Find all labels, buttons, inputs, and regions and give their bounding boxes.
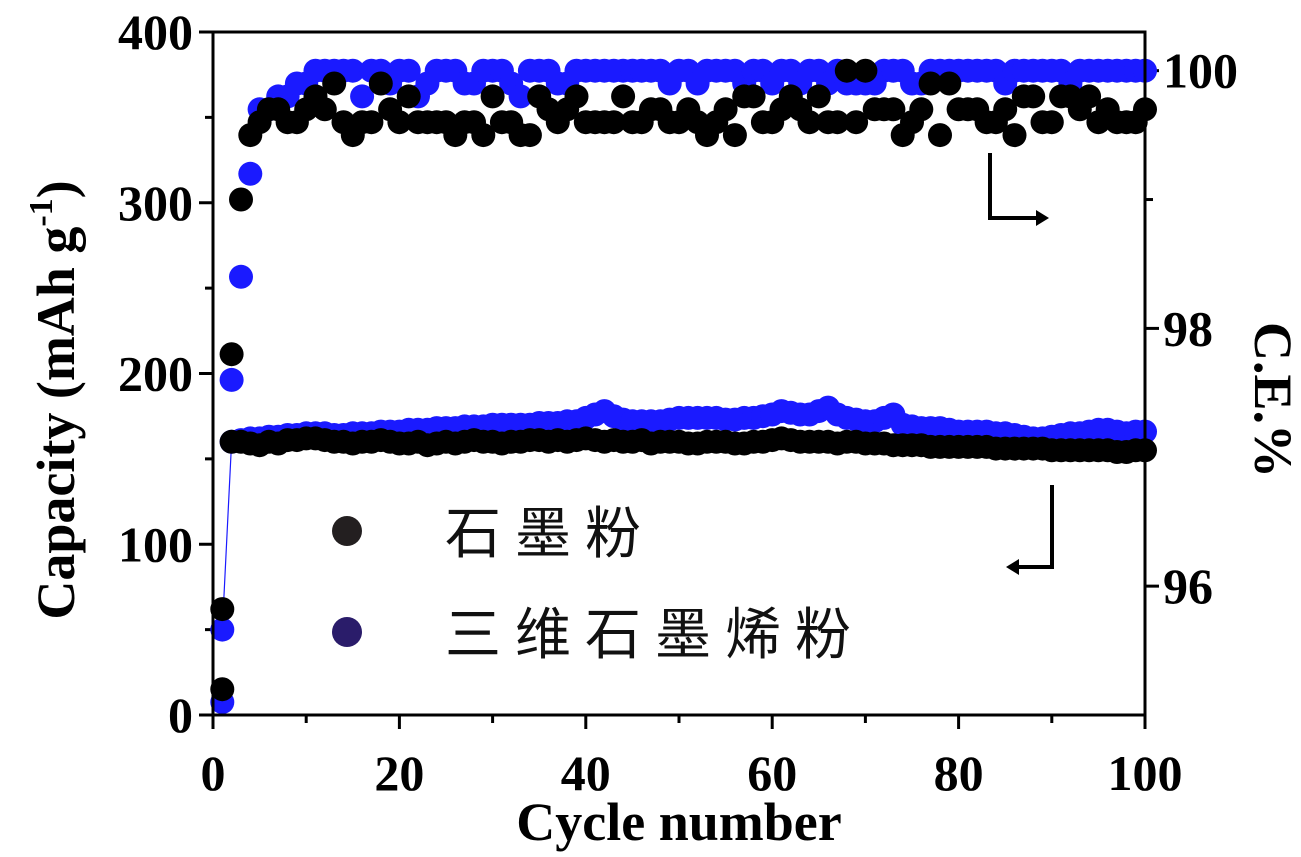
y-axis-title-main: Capacity (mAh g bbox=[26, 227, 86, 620]
tick-labels: 0 20 40 60 80 100 0 100 200 300 400 96 98 100 bbox=[118, 4, 1238, 801]
left-axis-arrow-icon bbox=[1012, 485, 1054, 569]
data-point-s0 bbox=[210, 597, 235, 622]
data-point-s2 bbox=[881, 97, 906, 122]
data-point-s2 bbox=[480, 84, 505, 109]
right-axis-arrowhead-icon bbox=[1036, 210, 1049, 226]
data-point-s2 bbox=[1002, 123, 1027, 148]
data-point-s2 bbox=[210, 677, 235, 702]
data-point-s2 bbox=[918, 71, 943, 96]
data-points bbox=[210, 58, 1157, 715]
data-point-s2 bbox=[611, 84, 636, 109]
data-point-s2 bbox=[359, 110, 384, 135]
data-point-s2 bbox=[517, 123, 542, 148]
right-axis-arrow-icon bbox=[988, 153, 1045, 220]
data-point-s2 bbox=[806, 84, 831, 109]
x-tick-label: 0 bbox=[201, 745, 226, 801]
data-point-s2 bbox=[722, 123, 747, 148]
legend-marker-1 bbox=[332, 617, 362, 647]
data-point-s2 bbox=[368, 71, 393, 96]
y-tick-label: 100 bbox=[118, 516, 193, 572]
y-axis-title-sup: -1 bbox=[23, 198, 60, 226]
legend-label-0: 石墨粉 bbox=[445, 502, 655, 567]
data-point-s2 bbox=[825, 110, 850, 135]
legend: 石墨粉 三维石墨烯粉 bbox=[332, 502, 865, 668]
y2-tick-label: 98 bbox=[1163, 300, 1213, 356]
data-point-s3 bbox=[219, 367, 244, 392]
left-axis-arrowhead-icon bbox=[1006, 559, 1019, 575]
y2-tick-label: 100 bbox=[1163, 43, 1238, 99]
data-point-s3 bbox=[396, 58, 421, 83]
data-point-s3 bbox=[508, 84, 533, 109]
data-point-s2 bbox=[229, 187, 253, 212]
y-tick-label: 300 bbox=[118, 175, 193, 231]
data-point-s2 bbox=[322, 71, 347, 96]
plot-frame bbox=[211, 30, 1147, 717]
data-point-s2 bbox=[219, 342, 244, 367]
x-tick-label: 80 bbox=[934, 745, 984, 801]
data-point-s2 bbox=[1039, 110, 1064, 135]
data-point-s3 bbox=[229, 264, 253, 289]
data-point-s2 bbox=[312, 97, 337, 122]
data-point-s2 bbox=[1021, 84, 1046, 109]
y-tick-label: 0 bbox=[168, 687, 193, 743]
data-point-s3 bbox=[350, 84, 375, 109]
data-point-s2 bbox=[741, 84, 766, 109]
data-point-s1 bbox=[210, 617, 235, 642]
y-axis-title: Capacity (mAh g-1) bbox=[23, 180, 86, 619]
legend-marker-0 bbox=[332, 516, 362, 546]
data-point-s2 bbox=[937, 71, 962, 96]
data-point-s2 bbox=[396, 84, 421, 109]
data-point-s2 bbox=[564, 84, 589, 109]
x-tick-label: 20 bbox=[374, 745, 424, 801]
y-tick-label: 400 bbox=[118, 4, 193, 60]
data-point-s2 bbox=[387, 110, 412, 135]
data-point-s3 bbox=[340, 58, 365, 83]
x-tick-label: 60 bbox=[747, 745, 797, 801]
y2-tick-label: 96 bbox=[1163, 558, 1213, 614]
x-axis-title: Cycle number bbox=[516, 792, 841, 852]
data-point-s2 bbox=[844, 110, 869, 135]
y-tick-label: 200 bbox=[118, 346, 193, 402]
data-point-s2 bbox=[797, 110, 822, 135]
data-point-s2 bbox=[853, 58, 878, 83]
data-point-s3 bbox=[238, 161, 263, 186]
data-point-s2 bbox=[928, 123, 952, 148]
data-point-s2 bbox=[834, 58, 859, 83]
y2-axis-title: C.E.% bbox=[1243, 322, 1301, 478]
x-tick-label: 100 bbox=[1108, 745, 1183, 801]
svg-text:C.E.%: C.E.% bbox=[1243, 322, 1301, 478]
data-point-s2 bbox=[993, 97, 1018, 122]
data-point-s2 bbox=[909, 97, 934, 122]
data-point-s2 bbox=[471, 123, 496, 148]
data-point-s2 bbox=[713, 97, 738, 122]
x-tick-label: 40 bbox=[561, 745, 611, 801]
data-point-s2 bbox=[601, 110, 626, 135]
legend-label-1: 三维石墨烯粉 bbox=[445, 603, 865, 668]
svg-text:Capacity (mAh g-1): Capacity (mAh g-1) bbox=[23, 180, 86, 619]
data-point-s2 bbox=[1077, 84, 1102, 109]
y-axis-title-close: ) bbox=[26, 180, 86, 198]
